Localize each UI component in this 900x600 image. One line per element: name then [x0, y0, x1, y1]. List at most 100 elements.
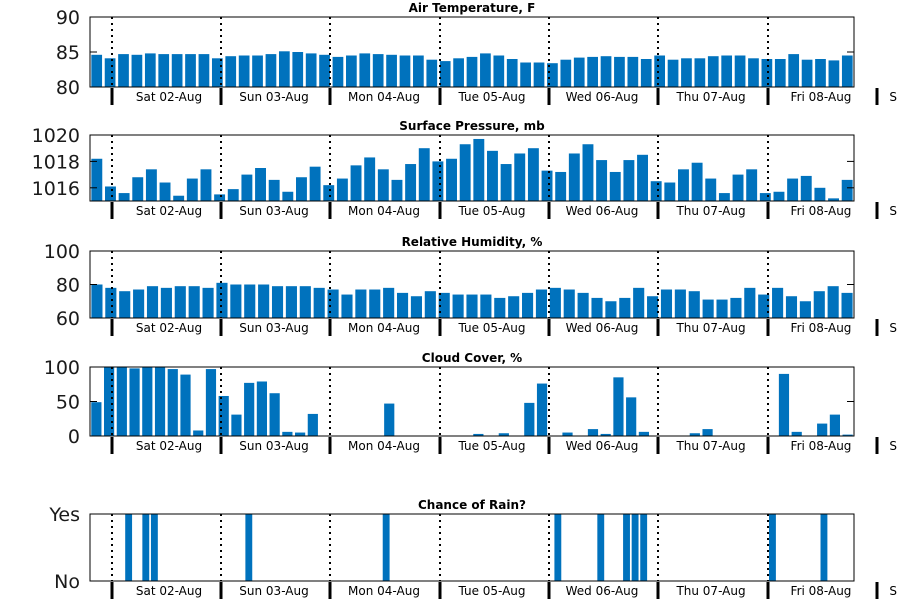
bar [132, 177, 144, 201]
day-tick [656, 582, 660, 599]
bar [791, 431, 802, 436]
x-tick-label: Mon 04-Aug [348, 321, 420, 335]
bar [105, 287, 117, 318]
bar [772, 287, 784, 318]
x-tick-label: Thu 07-Aug [675, 584, 745, 598]
y-tick-label: 1016 [32, 178, 80, 200]
bar [307, 413, 318, 436]
bar [813, 291, 825, 318]
bar [626, 397, 637, 436]
bar [218, 395, 229, 436]
bar [664, 182, 676, 201]
bar [480, 53, 491, 87]
bar [689, 433, 700, 436]
bar [514, 153, 526, 201]
bar [171, 54, 183, 87]
x-tick-label: S [889, 90, 897, 104]
bar [453, 58, 464, 87]
bar [282, 431, 293, 436]
bar [323, 185, 335, 201]
bar [560, 59, 572, 87]
bar [609, 171, 621, 201]
y-tick-label: 80 [56, 275, 80, 297]
bar [359, 53, 371, 87]
bar [327, 289, 339, 318]
bar [473, 433, 484, 436]
bar [587, 429, 599, 436]
x-tick-label: Mon 04-Aug [348, 439, 420, 453]
bar [446, 158, 457, 201]
day-tick [766, 582, 770, 599]
x-tick-label: Mon 04-Aug [348, 204, 420, 218]
bar [245, 514, 253, 581]
bar [265, 54, 277, 87]
day-tick [656, 88, 660, 105]
bar [549, 287, 561, 318]
bar [555, 171, 567, 201]
bar [640, 59, 652, 87]
bar [660, 289, 673, 318]
bar [295, 432, 306, 436]
bar [732, 174, 744, 201]
bar [364, 157, 376, 201]
bar [231, 414, 242, 436]
bar [785, 296, 798, 318]
y-tick-label: Yes [48, 504, 80, 526]
x-tick-label: Tue 05-Aug [457, 439, 525, 453]
day-tick [219, 319, 223, 336]
bar [748, 58, 759, 87]
x-tick-label: Sat 02-Aug [136, 90, 202, 104]
bar [185, 54, 196, 87]
bar [600, 433, 611, 436]
bar [591, 297, 603, 318]
bar [597, 514, 605, 581]
bar [413, 55, 424, 87]
y-tick-label: 60 [56, 308, 80, 330]
bar [681, 58, 692, 87]
bar [271, 286, 284, 318]
panel-title: Air Temperature, F [409, 1, 536, 15]
bar [573, 57, 585, 87]
bar [718, 193, 730, 201]
bar [494, 297, 506, 318]
day-tick [438, 88, 442, 105]
bar [119, 291, 131, 318]
bar [91, 402, 102, 436]
panel-3: Relative Humidity, % 60 80 100 Sat 02-Aug Sun… [44, 235, 897, 336]
panel-title: Cloud Cover, % [422, 351, 522, 365]
bar [118, 54, 129, 87]
bar [174, 286, 186, 318]
bar [142, 514, 150, 581]
bar [193, 430, 204, 436]
day-tick [438, 319, 442, 336]
bar [734, 55, 746, 87]
bar [142, 367, 153, 436]
panel-1: Air Temperature, F 80 85 90 Sat 02-Aug Sun 03… [56, 1, 897, 105]
bar [341, 294, 353, 318]
x-tick-label: Mon 04-Aug [348, 90, 420, 104]
bar [252, 55, 263, 87]
bar [386, 54, 397, 87]
bar [154, 367, 166, 436]
bar [707, 56, 719, 87]
day-tick [766, 88, 770, 105]
bar [541, 170, 553, 201]
bar [146, 286, 159, 318]
day-tick [438, 437, 442, 454]
bar [125, 514, 133, 581]
bar [299, 286, 311, 318]
day-tick [110, 582, 114, 599]
bar [568, 153, 580, 201]
bar [554, 514, 562, 581]
x-tick-label: Thu 07-Aug [675, 204, 745, 218]
bar [244, 382, 255, 436]
day-tick [438, 582, 442, 599]
day-tick [110, 88, 114, 105]
y-tick-label: 90 [56, 7, 80, 29]
x-tick-label: Sat 02-Aug [136, 584, 202, 598]
bar [372, 54, 384, 87]
bar [105, 186, 116, 201]
bar [336, 178, 348, 201]
bar [508, 296, 520, 318]
